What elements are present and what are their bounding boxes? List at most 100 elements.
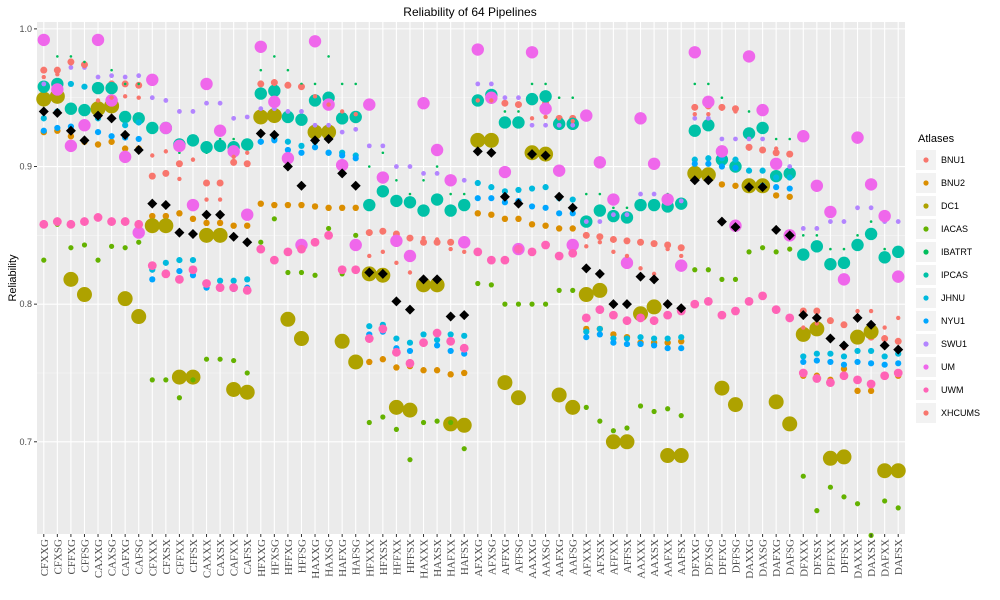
point-ibatrt: [313, 82, 317, 86]
point-marker: [852, 312, 863, 323]
point-bnu1: [664, 241, 672, 249]
point-xhcums: [136, 95, 141, 100]
point-jhnu: [623, 335, 631, 342]
point-um: [742, 50, 756, 63]
point-xhcums: [733, 109, 738, 114]
point-ibatrt: [300, 82, 303, 86]
point-bnu2: [108, 138, 115, 145]
point-uwm: [419, 338, 428, 348]
point-xhcums: [801, 325, 806, 330]
point-marker: [310, 135, 321, 146]
point-uwm: [337, 265, 347, 275]
point-iacas: [637, 403, 644, 409]
point-bnu1: [637, 238, 645, 246]
point-marker: [65, 125, 76, 136]
point-iacas: [570, 287, 576, 293]
point-uwm: [581, 313, 591, 323]
point-bnu2: [772, 192, 780, 199]
point-xhcums: [760, 147, 765, 153]
point-jhnu: [216, 277, 224, 284]
x-tick-label: HAXSX: [432, 539, 444, 577]
point-nyu1: [895, 360, 902, 367]
point-nyu1: [596, 331, 603, 338]
point-bnu1: [840, 321, 848, 329]
point-ipcas: [295, 113, 308, 126]
point-uwm: [39, 219, 49, 229]
point-dc1: [727, 397, 743, 413]
point-bnu2: [854, 387, 861, 395]
point-uwm: [527, 247, 537, 257]
point-iacas: [420, 419, 427, 426]
point-swu1: [475, 81, 481, 87]
point-dc1: [36, 91, 52, 107]
point-xhcums: [204, 197, 209, 202]
point-um: [471, 43, 484, 56]
point-iacas: [149, 377, 155, 383]
point-iacas: [203, 356, 210, 362]
x-tick-label: CAFXG: [120, 539, 132, 576]
point-uwm: [297, 244, 306, 254]
point-iacas: [122, 245, 128, 251]
point-marker: [120, 129, 131, 140]
point-ipcas: [254, 87, 267, 100]
point-jhnu: [67, 80, 75, 88]
point-um: [430, 143, 444, 157]
point-dc1: [171, 369, 187, 385]
point-ipcas: [268, 84, 281, 98]
point-swu1: [136, 73, 142, 79]
x-tick-label: DAXSG: [758, 539, 770, 577]
point-xhcums: [217, 197, 223, 202]
point-swu1: [231, 115, 237, 121]
point-marker: [554, 191, 565, 202]
y-tick-label: 0.8: [19, 299, 32, 309]
point-marker: [106, 113, 117, 124]
x-tick-label: HFXSX: [378, 539, 390, 575]
point-dc1: [822, 450, 838, 466]
point-uwm: [459, 343, 469, 353]
point-ibatrt: [286, 68, 290, 72]
point-bnu2: [420, 367, 427, 374]
point-marker: [784, 230, 795, 241]
point-marker: [866, 319, 877, 330]
point-ibatrt: [774, 137, 778, 141]
point-um: [702, 95, 715, 109]
x-tick-label: CFFXG: [66, 539, 78, 575]
point-um: [878, 209, 891, 223]
point-dc1: [239, 384, 255, 400]
point-uwm: [785, 313, 795, 323]
x-tick-label: HFXSG: [269, 539, 281, 575]
point-swu1: [611, 212, 616, 218]
point-ipcas: [878, 251, 891, 264]
point-dc1: [280, 311, 296, 327]
point-ibatrt: [720, 96, 724, 99]
point-bnu2: [189, 215, 197, 223]
point-marker: [838, 340, 849, 351]
x-tick-label: AFFSG: [513, 539, 525, 573]
point-marker: [825, 333, 836, 344]
x-tick-label: DAFSX: [893, 539, 905, 575]
point-ipcas: [430, 193, 444, 206]
point-xhcums: [150, 153, 155, 158]
point-ipcas: [851, 238, 864, 252]
point-ibatrt: [232, 137, 235, 141]
point-nyu1: [528, 203, 536, 210]
point-ibatrt: [354, 82, 358, 86]
legend-swatch-bnu2: [923, 180, 929, 186]
point-bnu2: [298, 201, 305, 209]
point-uwm: [242, 285, 252, 295]
point-iacas: [448, 419, 454, 426]
point-xhcums: [502, 101, 508, 106]
x-tick-label: CAXXG: [93, 539, 105, 578]
point-swu1: [570, 122, 576, 128]
point-uwm: [175, 274, 184, 284]
legend-swatch-bnu1: [923, 157, 929, 163]
x-tick-label: AAXSG: [541, 539, 553, 577]
point-uwm: [93, 213, 103, 222]
point-marker: [662, 299, 673, 310]
point-ibatrt: [517, 110, 520, 113]
x-tick-label: AFFXG: [500, 539, 512, 575]
point-ipcas: [64, 102, 78, 115]
point-bnu2: [379, 356, 387, 363]
point-ibatrt: [598, 192, 602, 196]
point-bnu2: [542, 222, 549, 229]
